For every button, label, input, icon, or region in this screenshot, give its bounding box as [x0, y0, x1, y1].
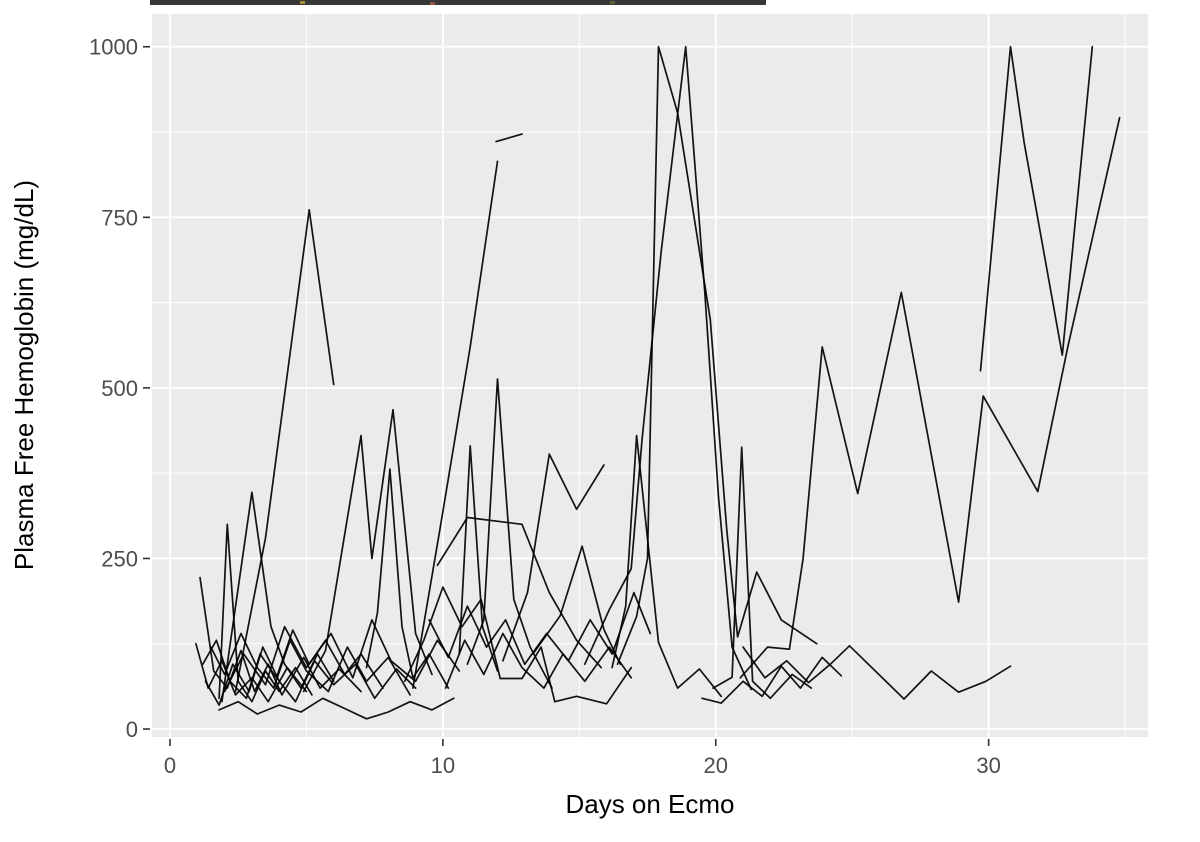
x-tick-label: 30: [976, 753, 1000, 778]
x-tick-label: 20: [704, 753, 728, 778]
series-line: [234, 208, 335, 693]
y-tick-label: 250: [101, 546, 138, 571]
series-line: [495, 133, 523, 143]
series-line: [532, 545, 622, 666]
series-line: [444, 632, 633, 689]
y-tick-label: 1000: [89, 35, 138, 60]
series-line: [701, 656, 843, 704]
series-line: [204, 646, 417, 706]
series-line: [712, 446, 813, 700]
y-tick-label: 500: [101, 376, 138, 401]
series-line: [218, 697, 455, 720]
series-line: [403, 586, 633, 705]
y-axis-title: Plasma Free Hemoglobin (mg/dL): [9, 180, 39, 570]
artifact-speck: [610, 1, 615, 4]
series-line: [195, 642, 308, 703]
series-line: [739, 116, 1121, 679]
axis-tick-labels: 0 10 20 30 0 250 500 750 1000: [89, 35, 1001, 778]
y-tick-label: 0: [126, 717, 138, 742]
series-line: [616, 45, 818, 666]
series-line: [583, 45, 753, 691]
series-line: [458, 445, 499, 672]
series-line: [502, 453, 605, 662]
series-line: [302, 408, 433, 693]
series-line: [199, 576, 362, 696]
x-tick-label: 10: [431, 753, 455, 778]
series-line: [412, 160, 499, 689]
x-axis-title: Days on Ecmo: [565, 789, 734, 819]
cropped-title-artifact-specks: [300, 1, 615, 5]
y-tick-label: 750: [101, 205, 138, 230]
series-line: [742, 644, 1012, 700]
series-lines: [195, 45, 1121, 720]
artifact-speck: [430, 2, 435, 5]
series-line: [428, 591, 652, 666]
x-tick-label: 0: [164, 753, 176, 778]
series-line: [210, 632, 411, 696]
plot-panel: [152, 14, 1148, 737]
series-line: [979, 45, 1094, 372]
series-line: [436, 516, 603, 669]
series-line: [221, 491, 335, 703]
artifact-speck: [300, 1, 305, 4]
series-line: [611, 434, 723, 698]
cropped-title-artifact: [150, 0, 766, 5]
axis-tick-marks: [143, 45, 990, 746]
series-line: [223, 619, 461, 693]
